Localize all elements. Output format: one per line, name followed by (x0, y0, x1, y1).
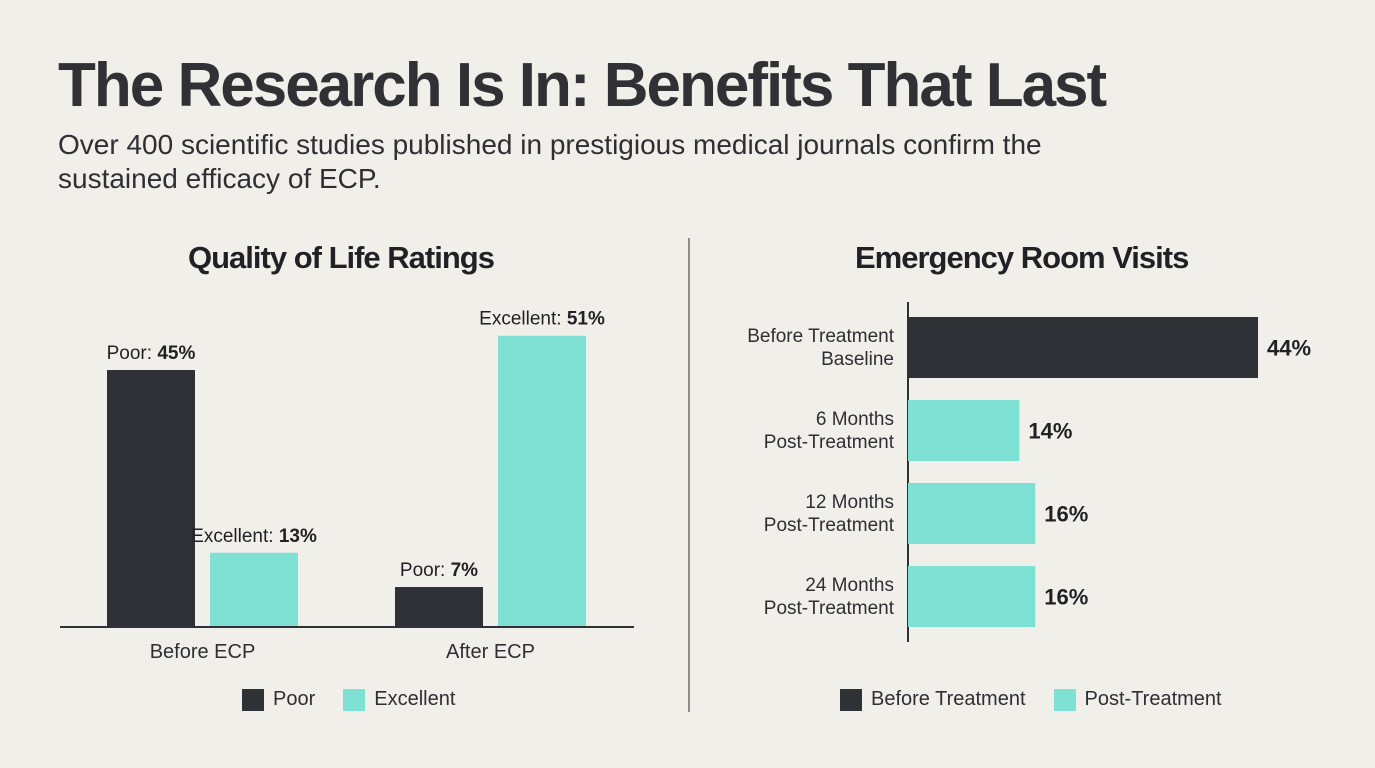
data-label-6-months-post-treatment: 14% (1028, 419, 1072, 444)
bar-poor-after-ecp (395, 587, 483, 627)
er-chart-title: Emergency Room Visits (855, 240, 1189, 275)
legend-item-excellent: Excellent (343, 688, 455, 711)
er-legend: Before Treatment Post-Treatment (840, 688, 1250, 711)
legend-item-before-treatment: Before Treatment (840, 688, 1026, 711)
bar-poor-before-ecp (107, 370, 195, 627)
page-subtitle: Over 400 scientific studies published in… (58, 129, 1042, 194)
bar-24-months-post-treatment (908, 566, 1036, 627)
page-title: The Research Is In: Benefits That Last (58, 51, 1107, 120)
data-label-12-months-post-treatment: 16% (1044, 502, 1088, 527)
legend-label-excellent: Excellent (374, 688, 456, 710)
data-label-24-months-post-treatment: 16% (1044, 585, 1088, 610)
data-label-poor-before-ecp: Poor: 45% (107, 343, 196, 364)
qol-chart-title: Quality of Life Ratings (188, 240, 495, 275)
bar-excellent-before-ecp (210, 552, 298, 627)
data-label-excellent-before-ecp: Excellent: 13% (191, 526, 317, 547)
data-label-excellent-after-ecp: Excellent: 51% (479, 309, 605, 330)
legend-swatch-before-treatment (840, 688, 862, 711)
legend-swatch-post-treatment (1053, 688, 1076, 711)
x-tick-label-after-ecp: After ECP (446, 641, 535, 663)
y-tick-label-before-treatment-baseline: Before Treatment Baseline (747, 326, 895, 370)
legend-swatch-excellent (343, 688, 366, 711)
legend-label-before-treatment: Before Treatment (871, 688, 1026, 710)
x-tick-label-before-ecp: Before ECP (150, 641, 256, 663)
bar-6-months-post-treatment (908, 400, 1020, 461)
legend-item-post-treatment: Post-Treatment (1053, 688, 1222, 711)
bar-excellent-after-ecp (498, 335, 586, 627)
bar-12-months-post-treatment (908, 483, 1036, 544)
bar-before-treatment-baseline (908, 317, 1258, 378)
legend-label-poor: Poor (273, 688, 316, 710)
legend-label-post-treatment: Post-Treatment (1084, 688, 1222, 710)
legend-swatch-poor (242, 688, 264, 711)
y-tick-label-12-months-post-treatment: 12 Months Post-Treatment (764, 492, 895, 536)
qol-legend: Poor Excellent (242, 688, 483, 711)
y-tick-label-24-months-post-treatment: 24 Months Post-Treatment (764, 575, 895, 619)
data-label-poor-after-ecp: Poor: 7% (400, 560, 478, 581)
y-tick-label-6-months-post-treatment: 6 Months Post-Treatment (764, 409, 895, 453)
chart-divider (688, 238, 690, 712)
legend-item-poor: Poor (242, 688, 315, 711)
data-label-before-treatment-baseline: 44% (1267, 336, 1311, 361)
